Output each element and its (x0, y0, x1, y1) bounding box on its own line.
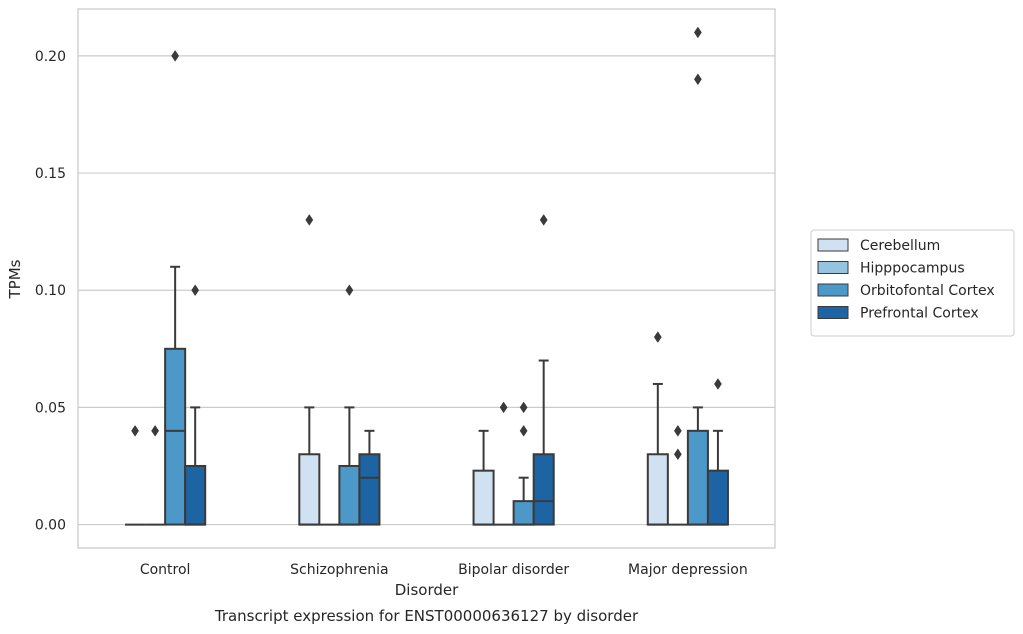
legend-swatch (817, 261, 849, 274)
box-groups (125, 26, 729, 526)
outlier-point (151, 424, 160, 437)
x-axis-title: Disorder (395, 581, 459, 599)
category-group (125, 50, 207, 526)
outlier-point (305, 214, 314, 226)
legend-label: Prefrontal Cortex (860, 306, 979, 322)
outlier-point (653, 331, 662, 343)
outlier-point (519, 424, 528, 437)
y-tick-label: 0.20 (35, 49, 66, 65)
box-cerebellum (298, 453, 321, 526)
y-tick-label: 0.15 (35, 166, 66, 182)
legend-swatch (817, 283, 849, 297)
outlier-point (499, 401, 508, 414)
x-tick-label: Schizophrenia (290, 562, 388, 578)
y-tick-label: 0.10 (35, 283, 66, 299)
x-tick-labels: Control Schizophrenia Bipolar disorder Majo… (140, 562, 748, 578)
box-cerebellum (646, 453, 669, 526)
outlier-point (539, 214, 548, 226)
y-tick-label: 0.05 (35, 400, 66, 416)
legend-item: Orbitofontal Cortex (817, 283, 995, 299)
y-tick-label: 0.00 (35, 518, 66, 534)
box-orbitofontal-cortex (686, 429, 709, 526)
legend-frame (810, 229, 1015, 337)
legend-item: Hipppocampus (817, 261, 965, 277)
outlier-point (693, 73, 702, 86)
box-prefrontal-cortex (358, 453, 381, 526)
legend-item: Cerebellum (817, 238, 940, 254)
outlier-point (345, 284, 354, 297)
outlier-point (673, 424, 682, 437)
outlier-point (519, 401, 528, 414)
legend-label: Orbitofontal Cortex (860, 283, 995, 299)
x-tick-label: Major depression (628, 562, 748, 578)
legend-label: Hipppocampus (860, 261, 965, 277)
box-prefrontal-cortex (706, 469, 729, 526)
legend: Cerebellum Hipppocampus Orbitofontal Corte… (810, 229, 1015, 337)
legend-item: Prefrontal Cortex (817, 306, 979, 322)
y-tick-labels: 0.00 0.05 0.10 0.15 0.20 (35, 49, 66, 534)
legend-swatch (817, 238, 849, 252)
category-group (646, 26, 729, 526)
outlier-point (131, 424, 139, 437)
box-orbitofontal-cortex (512, 500, 535, 526)
category-group (472, 214, 555, 526)
box-prefrontal-cortex (532, 453, 555, 526)
legend-label: Cerebellum (860, 238, 940, 254)
outlier-point (171, 50, 180, 62)
y-axis-title: TPMs (6, 259, 24, 299)
outlier-point (191, 284, 200, 297)
box-cerebellum (472, 469, 495, 526)
box-orbitofontal-cortex (338, 464, 361, 526)
x-tick-label: Bipolar disorder (458, 562, 569, 578)
outlier-point (714, 378, 722, 390)
x-tick-label: Control (140, 562, 191, 578)
box-orbitofontal-cortex (164, 347, 187, 526)
chart-title: Transcript expression for ENST0000063612… (214, 607, 639, 625)
box-prefrontal-cortex (184, 464, 207, 526)
legend-swatch (817, 306, 849, 319)
category-group (298, 214, 381, 526)
outlier-point (693, 26, 702, 39)
outlier-point (673, 448, 682, 461)
